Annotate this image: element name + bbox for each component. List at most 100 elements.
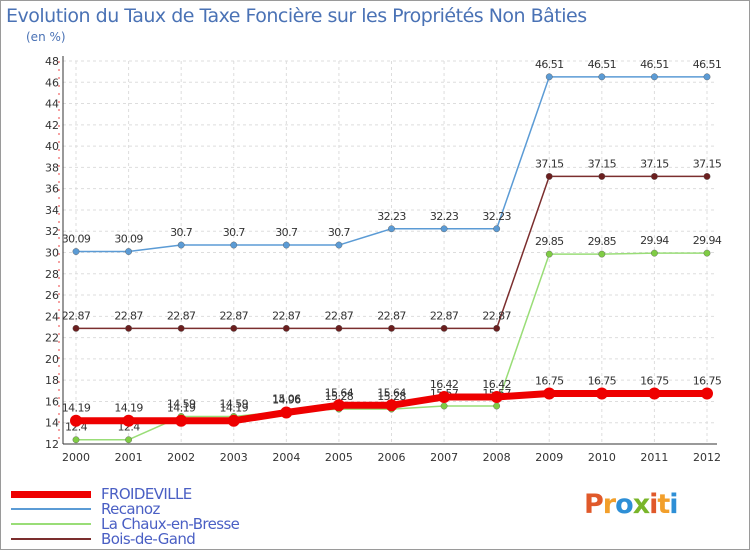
data-point-bois-de-gand [440, 324, 448, 332]
data-point-la-chaux-en-bresse [598, 250, 606, 258]
x-tick-label: 2002 [167, 451, 195, 464]
data-point-froideville [280, 406, 293, 419]
data-point-bois-de-gand [545, 173, 553, 180]
y-tick-label: 18 [45, 374, 59, 387]
data-label-bois-de-gand: 37.15 [640, 157, 669, 170]
data-point-froideville [701, 387, 713, 400]
data-label-recanoz: 46.51 [693, 58, 722, 71]
data-point-froideville [490, 390, 503, 403]
data-point-froideville [227, 414, 240, 427]
y-tick-label: 42 [45, 119, 59, 132]
y-tick-label: 44 [45, 98, 59, 111]
data-point-recanoz [545, 73, 553, 81]
data-label-froideville: 16.75 [693, 374, 722, 387]
y-tick-label: 22 [45, 332, 59, 345]
data-label-bois-de-gand: 22.87 [167, 309, 196, 322]
data-point-recanoz [282, 241, 290, 249]
data-point-froideville [175, 414, 188, 427]
data-point-bois-de-gand [230, 324, 238, 332]
data-point-la-chaux-en-bresse [125, 436, 132, 444]
proxiti-logo: Proxiti [584, 489, 679, 520]
data-point-recanoz [388, 225, 395, 233]
x-tick-label: 2001 [115, 451, 143, 464]
data-point-bois-de-gand [282, 324, 290, 332]
data-point-recanoz [335, 241, 343, 249]
data-point-froideville [648, 387, 661, 400]
data-label-froideville: 14.19 [114, 402, 143, 415]
data-point-recanoz [230, 241, 238, 249]
legend-item-la-chaux-en-bresse: La Chaux-en-Bresse [11, 515, 240, 533]
data-point-bois-de-gand [388, 324, 395, 332]
x-tick-label: 2007 [430, 451, 458, 464]
x-tick-label: 2005 [325, 451, 353, 464]
x-tick-label: 2003 [220, 451, 248, 464]
data-point-recanoz [651, 73, 658, 81]
data-label-bois-de-gand: 22.87 [272, 309, 301, 322]
y-tick-label: 28 [45, 268, 59, 281]
y-tick-label: 16 [45, 395, 59, 408]
data-label-froideville: 16.42 [430, 378, 459, 391]
chart-title: Evolution du Taux de Taxe Foncière sur l… [6, 5, 587, 27]
x-tick-label: 2012 [693, 451, 721, 464]
legend-label-bois-de-gand: Bois-de-Gand [101, 530, 196, 548]
data-label-froideville: 14.19 [220, 402, 249, 415]
data-point-la-chaux-en-bresse [545, 250, 553, 258]
legend-item-froideville: FROIDEVILLE [11, 485, 192, 503]
x-tick-label: 2009 [535, 451, 563, 464]
data-point-la-chaux-en-bresse [72, 436, 80, 444]
data-point-froideville [438, 390, 451, 403]
data-point-la-chaux-en-bresse [493, 402, 501, 410]
x-tick-label: 2006 [378, 451, 406, 464]
data-point-la-chaux-en-bresse [703, 249, 711, 257]
data-label-bois-de-gand: 37.15 [535, 157, 564, 170]
data-point-froideville [122, 414, 135, 427]
data-label-bois-de-gand: 37.15 [588, 157, 617, 170]
logo-letter: P [584, 489, 604, 520]
data-label-la-chaux-en-bresse: 29.94 [693, 234, 722, 247]
y-tick-label: 34 [45, 204, 59, 217]
data-point-bois-de-gand [493, 324, 501, 332]
chart-unit-label: (en %) [26, 30, 66, 44]
data-point-froideville [595, 387, 608, 400]
logo-letter: x [632, 489, 650, 520]
data-point-froideville [385, 399, 398, 412]
legend-label-froideville: FROIDEVILLE [101, 485, 192, 503]
legend-swatch-froideville [11, 491, 91, 498]
data-point-froideville [332, 399, 345, 412]
data-label-la-chaux-en-bresse: 15.06 [272, 392, 301, 405]
logo-letter: o [615, 489, 634, 520]
y-tick-label: 46 [45, 76, 59, 89]
x-tick-label: 2004 [272, 451, 300, 464]
data-label-recanoz: 32.23 [377, 210, 406, 223]
data-point-froideville [543, 387, 556, 400]
y-tick-label: 40 [45, 140, 59, 153]
data-label-la-chaux-en-bresse: 15.28 [325, 390, 354, 403]
data-label-la-chaux-en-bresse: 15.28 [377, 390, 406, 403]
y-tick-label: 14 [45, 417, 59, 430]
data-label-froideville: 14.19 [62, 402, 91, 415]
legend-label-recanoz: Recanoz [101, 500, 160, 518]
data-label-recanoz: 30.7 [328, 226, 351, 239]
y-tick-label: 30 [45, 247, 59, 260]
y-tick-label: 32 [45, 225, 59, 238]
data-label-froideville: 16.75 [588, 374, 617, 387]
data-label-la-chaux-en-bresse: 14.59 [220, 397, 249, 410]
data-label-froideville: 16.42 [482, 378, 511, 391]
logo-letter: i [649, 489, 658, 520]
data-point-bois-de-gand [335, 324, 343, 332]
data-label-recanoz: 46.51 [588, 58, 617, 71]
logo-letter: t [657, 489, 670, 520]
y-tick-label: 12 [45, 438, 59, 451]
data-label-recanoz: 46.51 [535, 58, 564, 71]
data-point-bois-de-gand [598, 173, 606, 180]
data-label-la-chaux-en-bresse: 14.59 [167, 397, 196, 410]
y-tick-label: 20 [45, 353, 59, 366]
data-label-bois-de-gand: 22.87 [114, 309, 143, 322]
data-label-recanoz: 30.7 [275, 226, 298, 239]
data-point-bois-de-gand [651, 173, 658, 180]
y-tick-label: 38 [45, 161, 59, 174]
y-tick-label: 26 [45, 289, 59, 302]
legend-item-bois-de-gand: Bois-de-Gand [11, 530, 196, 548]
data-label-froideville: 15.64 [377, 386, 406, 399]
data-label-la-chaux-en-bresse: 29.85 [535, 235, 564, 248]
